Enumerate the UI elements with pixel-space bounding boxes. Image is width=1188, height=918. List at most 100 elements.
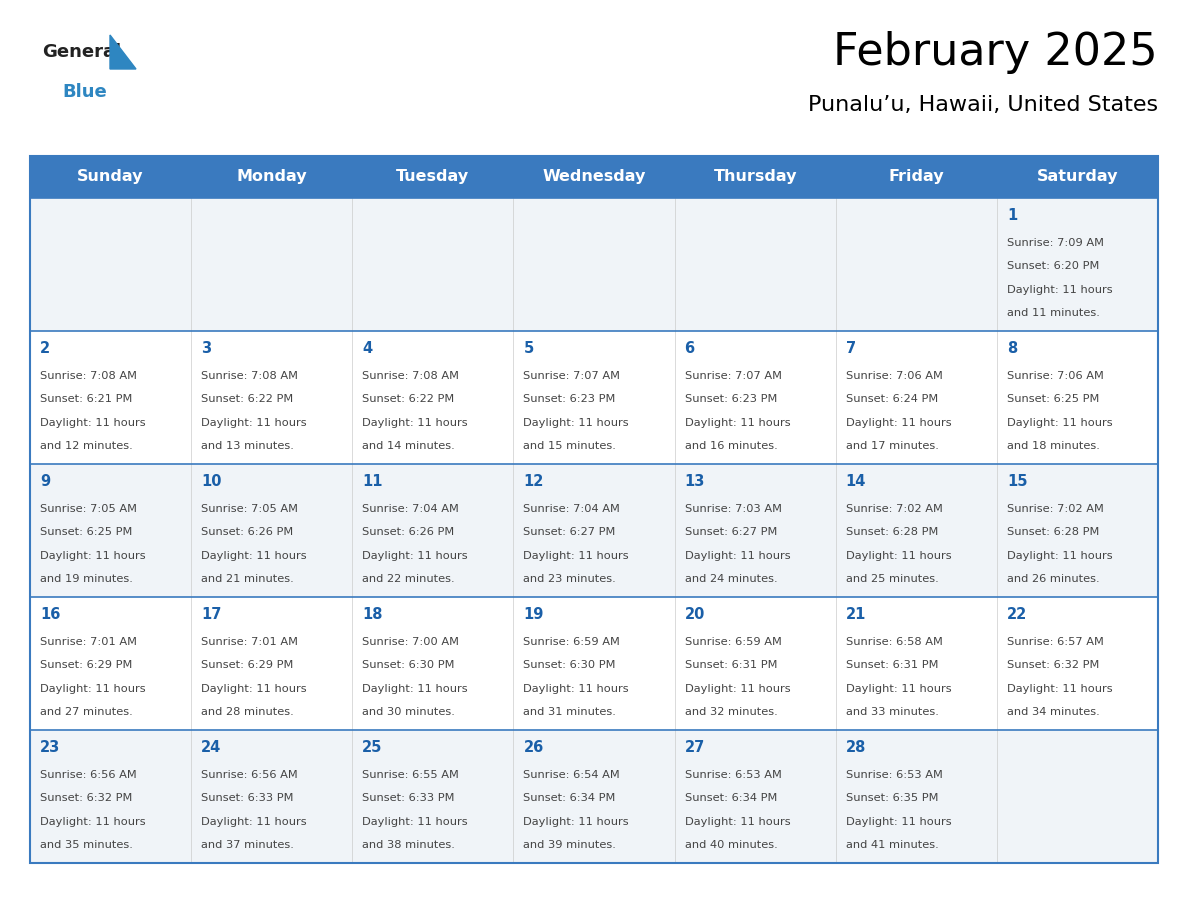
Text: and 39 minutes.: and 39 minutes. — [524, 840, 617, 850]
Text: Sunset: 6:22 PM: Sunset: 6:22 PM — [362, 394, 455, 404]
Text: 5: 5 — [524, 341, 533, 356]
Text: Sunset: 6:34 PM: Sunset: 6:34 PM — [684, 793, 777, 803]
Text: Daylight: 11 hours: Daylight: 11 hours — [40, 551, 146, 561]
Text: and 30 minutes.: and 30 minutes. — [362, 707, 455, 717]
Text: Sunrise: 6:58 AM: Sunrise: 6:58 AM — [846, 637, 942, 647]
Text: Sunrise: 7:02 AM: Sunrise: 7:02 AM — [1007, 504, 1104, 514]
Text: 8: 8 — [1007, 341, 1017, 356]
Text: 4: 4 — [362, 341, 372, 356]
Text: Sunset: 6:23 PM: Sunset: 6:23 PM — [684, 394, 777, 404]
Text: Daylight: 11 hours: Daylight: 11 hours — [362, 418, 468, 428]
Polygon shape — [110, 35, 135, 69]
Text: Daylight: 11 hours: Daylight: 11 hours — [684, 551, 790, 561]
Text: Sunset: 6:33 PM: Sunset: 6:33 PM — [362, 793, 455, 803]
Text: Sunrise: 7:08 AM: Sunrise: 7:08 AM — [362, 371, 460, 381]
Text: and 15 minutes.: and 15 minutes. — [524, 441, 617, 451]
Text: Daylight: 11 hours: Daylight: 11 hours — [684, 684, 790, 694]
Text: 12: 12 — [524, 474, 544, 489]
Text: Sunset: 6:33 PM: Sunset: 6:33 PM — [201, 793, 293, 803]
Text: and 18 minutes.: and 18 minutes. — [1007, 441, 1100, 451]
Text: 2: 2 — [40, 341, 50, 356]
Text: Sunrise: 7:04 AM: Sunrise: 7:04 AM — [524, 504, 620, 514]
Text: and 16 minutes.: and 16 minutes. — [684, 441, 777, 451]
Text: Daylight: 11 hours: Daylight: 11 hours — [362, 551, 468, 561]
Text: and 21 minutes.: and 21 minutes. — [201, 574, 293, 584]
Text: and 14 minutes.: and 14 minutes. — [362, 441, 455, 451]
Text: and 37 minutes.: and 37 minutes. — [201, 840, 293, 850]
Text: 1: 1 — [1007, 208, 1017, 223]
Text: Daylight: 11 hours: Daylight: 11 hours — [846, 816, 952, 826]
Text: 18: 18 — [362, 607, 383, 622]
Text: Sunset: 6:29 PM: Sunset: 6:29 PM — [201, 660, 293, 670]
Text: Daylight: 11 hours: Daylight: 11 hours — [40, 684, 146, 694]
Text: Sunrise: 6:53 AM: Sunrise: 6:53 AM — [846, 770, 942, 780]
Text: Sunrise: 6:54 AM: Sunrise: 6:54 AM — [524, 770, 620, 780]
Text: Sunrise: 6:56 AM: Sunrise: 6:56 AM — [201, 770, 298, 780]
Text: Wednesday: Wednesday — [542, 170, 646, 185]
Bar — [30, 730, 1158, 863]
Text: 3: 3 — [201, 341, 211, 356]
Text: Sunrise: 7:02 AM: Sunrise: 7:02 AM — [846, 504, 942, 514]
Text: and 40 minutes.: and 40 minutes. — [684, 840, 777, 850]
Text: and 27 minutes.: and 27 minutes. — [40, 707, 133, 717]
Text: Daylight: 11 hours: Daylight: 11 hours — [362, 684, 468, 694]
Text: Sunrise: 6:53 AM: Sunrise: 6:53 AM — [684, 770, 782, 780]
Text: Sunset: 6:28 PM: Sunset: 6:28 PM — [846, 527, 939, 537]
Text: Sunset: 6:27 PM: Sunset: 6:27 PM — [524, 527, 615, 537]
Bar — [30, 198, 1158, 331]
Text: and 35 minutes.: and 35 minutes. — [40, 840, 133, 850]
Text: Monday: Monday — [236, 170, 307, 185]
Text: Sunday: Sunday — [77, 170, 144, 185]
Text: 16: 16 — [40, 607, 61, 622]
Text: Sunset: 6:23 PM: Sunset: 6:23 PM — [524, 394, 615, 404]
Text: and 28 minutes.: and 28 minutes. — [201, 707, 293, 717]
Text: Daylight: 11 hours: Daylight: 11 hours — [524, 418, 630, 428]
Text: and 33 minutes.: and 33 minutes. — [846, 707, 939, 717]
Text: Sunset: 6:31 PM: Sunset: 6:31 PM — [684, 660, 777, 670]
Text: Sunrise: 7:01 AM: Sunrise: 7:01 AM — [201, 637, 298, 647]
Text: Sunset: 6:25 PM: Sunset: 6:25 PM — [1007, 394, 1099, 404]
Text: 10: 10 — [201, 474, 222, 489]
Text: 11: 11 — [362, 474, 383, 489]
Text: Sunset: 6:30 PM: Sunset: 6:30 PM — [362, 660, 455, 670]
Text: Daylight: 11 hours: Daylight: 11 hours — [524, 684, 630, 694]
Text: Sunset: 6:26 PM: Sunset: 6:26 PM — [201, 527, 293, 537]
Bar — [30, 156, 1158, 198]
Text: Daylight: 11 hours: Daylight: 11 hours — [201, 551, 307, 561]
Text: and 23 minutes.: and 23 minutes. — [524, 574, 617, 584]
Text: Sunset: 6:32 PM: Sunset: 6:32 PM — [1007, 660, 1099, 670]
Text: 6: 6 — [684, 341, 695, 356]
Text: Daylight: 11 hours: Daylight: 11 hours — [846, 551, 952, 561]
Text: Daylight: 11 hours: Daylight: 11 hours — [1007, 684, 1112, 694]
Text: 26: 26 — [524, 740, 544, 755]
Text: Punalu’u, Hawaii, United States: Punalu’u, Hawaii, United States — [808, 95, 1158, 115]
Text: Sunrise: 7:00 AM: Sunrise: 7:00 AM — [362, 637, 460, 647]
Text: and 31 minutes.: and 31 minutes. — [524, 707, 617, 717]
Text: and 22 minutes.: and 22 minutes. — [362, 574, 455, 584]
Text: Sunrise: 7:06 AM: Sunrise: 7:06 AM — [846, 371, 942, 381]
Text: Thursday: Thursday — [713, 170, 797, 185]
Text: Tuesday: Tuesday — [397, 170, 469, 185]
Text: Daylight: 11 hours: Daylight: 11 hours — [201, 684, 307, 694]
Text: Daylight: 11 hours: Daylight: 11 hours — [524, 816, 630, 826]
Text: and 19 minutes.: and 19 minutes. — [40, 574, 133, 584]
Text: Daylight: 11 hours: Daylight: 11 hours — [846, 684, 952, 694]
Text: 20: 20 — [684, 607, 704, 622]
Bar — [30, 597, 1158, 730]
Text: Friday: Friday — [889, 170, 944, 185]
Text: 27: 27 — [684, 740, 704, 755]
Text: 17: 17 — [201, 607, 221, 622]
Text: Sunset: 6:28 PM: Sunset: 6:28 PM — [1007, 527, 1099, 537]
Text: Sunset: 6:31 PM: Sunset: 6:31 PM — [846, 660, 939, 670]
Text: 19: 19 — [524, 607, 544, 622]
Bar — [30, 156, 1158, 863]
Text: Sunrise: 7:03 AM: Sunrise: 7:03 AM — [684, 504, 782, 514]
Text: and 25 minutes.: and 25 minutes. — [846, 574, 939, 584]
Text: 22: 22 — [1007, 607, 1028, 622]
Text: Sunrise: 7:05 AM: Sunrise: 7:05 AM — [40, 504, 137, 514]
Text: Daylight: 11 hours: Daylight: 11 hours — [201, 418, 307, 428]
Text: and 32 minutes.: and 32 minutes. — [684, 707, 777, 717]
Text: and 12 minutes.: and 12 minutes. — [40, 441, 133, 451]
Text: 25: 25 — [362, 740, 383, 755]
Text: Daylight: 11 hours: Daylight: 11 hours — [1007, 418, 1112, 428]
